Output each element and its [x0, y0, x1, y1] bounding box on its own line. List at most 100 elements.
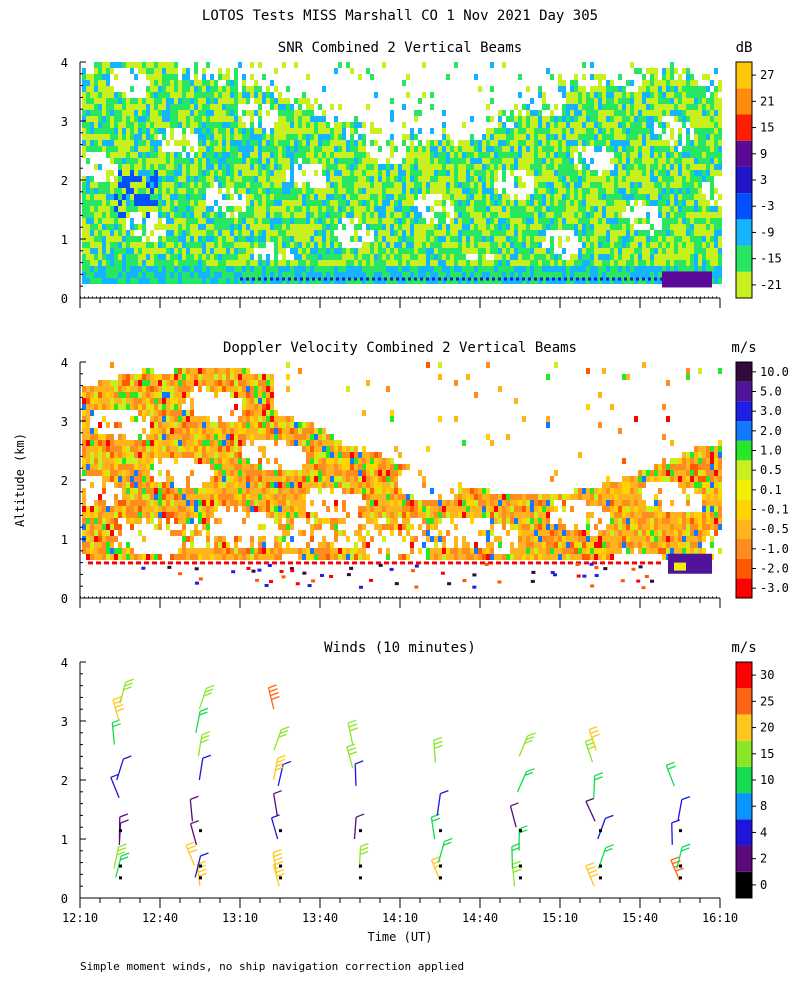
snr-cell	[258, 200, 262, 206]
snr-cell	[290, 266, 294, 272]
snr-cell	[390, 116, 394, 122]
snr-cell	[94, 122, 98, 128]
snr-cell	[214, 146, 218, 152]
snr-cell	[418, 152, 422, 158]
snr-cell	[382, 182, 386, 188]
snr-cell	[218, 158, 222, 164]
snr-cell	[218, 104, 222, 110]
snr-cell	[186, 218, 190, 224]
snr-cell	[102, 116, 106, 122]
snr-cell	[110, 272, 114, 278]
snr-cell	[538, 236, 542, 242]
snr-cell	[546, 194, 550, 200]
doppler-cell	[106, 422, 110, 428]
snr-cell	[194, 224, 198, 230]
doppler-cell	[86, 416, 90, 422]
snr-cell	[86, 176, 90, 182]
snr-cell	[362, 188, 366, 194]
snr-cell	[458, 206, 462, 212]
doppler-cell	[94, 404, 98, 410]
snr-cell	[598, 104, 602, 110]
snr-cell	[246, 164, 250, 170]
doppler-cell	[102, 380, 106, 386]
snr-cell	[602, 110, 606, 116]
snr-cell	[222, 218, 226, 224]
snr-cell	[422, 164, 426, 170]
snr-cell	[338, 218, 342, 224]
snr-cell	[502, 128, 506, 134]
snr-cell	[158, 224, 162, 230]
snr-cell	[474, 260, 478, 266]
snr-cell	[358, 122, 362, 128]
snr-cell	[266, 134, 270, 140]
snr-cell	[514, 176, 518, 182]
snr-cell	[670, 104, 674, 110]
snr-cell	[126, 254, 130, 260]
snr-cell	[478, 188, 482, 194]
snr-cell	[410, 200, 414, 206]
snr-cell	[178, 164, 182, 170]
snr-cell	[294, 278, 298, 284]
snr-cell	[682, 152, 686, 158]
snr-cell	[470, 140, 474, 146]
snr-cell	[266, 212, 270, 218]
snr-cell	[612, 277, 615, 281]
doppler-cell	[94, 464, 98, 470]
snr-cell	[302, 224, 306, 230]
snr-cell	[570, 182, 574, 188]
snr-cell	[150, 116, 154, 122]
snr-cell	[90, 128, 94, 134]
snr-cell	[586, 110, 590, 116]
snr-cell	[134, 110, 138, 116]
snr-cell	[394, 236, 398, 242]
snr-cell	[154, 98, 158, 104]
snr-cell	[606, 122, 610, 128]
snr-cell	[102, 224, 106, 230]
snr-cell	[478, 278, 482, 284]
snr-cell	[258, 230, 262, 236]
snr-cell	[154, 80, 158, 86]
snr-cell	[670, 224, 674, 230]
snr-cell	[574, 176, 578, 182]
snr-cell	[278, 278, 282, 284]
snr-cell	[266, 236, 270, 242]
snr-cell	[694, 224, 698, 230]
snr-cell	[590, 254, 594, 260]
snr-cell	[574, 104, 578, 110]
snr-cell	[638, 236, 642, 242]
snr-cell	[354, 266, 358, 272]
snr-cell	[142, 182, 146, 188]
snr-cell	[250, 92, 254, 98]
snr-cell	[194, 122, 198, 128]
snr-cell	[94, 218, 98, 224]
snr-cell	[690, 194, 694, 200]
snr-cell	[222, 248, 226, 254]
snr-cell	[250, 272, 254, 278]
snr-cell	[534, 128, 538, 134]
snr-cell	[174, 140, 178, 146]
snr-cell	[462, 212, 466, 218]
snr-cell	[342, 170, 346, 176]
snr-cell	[554, 170, 558, 176]
doppler-cell	[90, 548, 94, 554]
snr-cell	[550, 140, 554, 146]
snr-cell	[366, 164, 370, 170]
snr-cell	[262, 128, 266, 134]
snr-cell	[422, 194, 426, 200]
snr-cell	[642, 182, 646, 188]
snr-cell	[402, 266, 406, 272]
snr-cell	[622, 122, 626, 128]
snr-cell	[638, 140, 642, 146]
snr-cell	[630, 206, 634, 212]
snr-cell	[522, 260, 526, 266]
snr-cell	[438, 182, 442, 188]
snr-cell	[250, 206, 254, 212]
snr-cell	[298, 140, 302, 146]
snr-cell	[162, 122, 166, 128]
snr-cell	[298, 188, 302, 194]
snr-cell	[634, 260, 638, 266]
snr-cell	[226, 176, 230, 182]
snr-cell	[278, 248, 282, 254]
snr-cell	[194, 176, 198, 182]
snr-cell	[702, 170, 706, 176]
